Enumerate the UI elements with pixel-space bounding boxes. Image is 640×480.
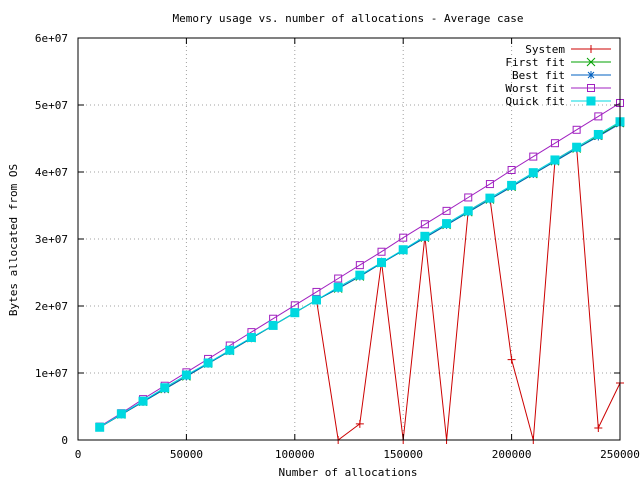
data-point — [377, 257, 387, 267]
series-layer — [95, 98, 625, 444]
legend-item: System — [525, 43, 611, 56]
data-point — [420, 231, 430, 241]
y-tick-label: 5e+07 — [35, 99, 68, 112]
data-point — [95, 422, 105, 432]
data-point — [507, 180, 517, 190]
data-point — [420, 220, 429, 229]
legend-label: Best fit — [512, 69, 565, 82]
x-tick-label: 250000 — [600, 448, 640, 461]
legend-marker — [587, 45, 595, 53]
legend-label: System — [525, 43, 565, 56]
data-point — [529, 152, 538, 161]
data-point — [507, 165, 516, 174]
data-point — [116, 409, 126, 419]
data-point — [594, 112, 603, 121]
legend-marker — [586, 57, 596, 67]
data-point — [311, 295, 321, 305]
data-point — [355, 261, 364, 270]
legend-item: Worst fit — [505, 82, 611, 95]
legend-item: First fit — [505, 56, 611, 69]
x-tick-label: 50000 — [170, 448, 203, 461]
legend-label: Quick fit — [505, 95, 565, 108]
data-point — [138, 396, 148, 406]
legend-item: Best fit — [512, 69, 611, 82]
legend-marker — [587, 84, 595, 92]
chart-title: Memory usage vs. number of allocations -… — [173, 12, 524, 25]
data-point — [463, 206, 473, 216]
data-point — [377, 247, 386, 256]
data-point — [333, 282, 343, 292]
data-point — [442, 219, 452, 229]
y-tick-label: 3e+07 — [35, 233, 68, 246]
data-point — [355, 270, 365, 280]
data-point — [593, 129, 603, 139]
series-system — [95, 143, 624, 444]
x-tick-label: 150000 — [383, 448, 423, 461]
x-tick-label: 100000 — [275, 448, 315, 461]
y-axis-label: Bytes allocated from OS — [7, 164, 20, 316]
data-point — [485, 180, 494, 189]
axis-ticks: 0 50000 100000 150000 200000 250000 0 1e+07 2e+0… — [35, 32, 640, 461]
legend-marker — [587, 71, 595, 79]
data-point — [572, 125, 581, 134]
x-tick-label: 0 — [75, 448, 82, 461]
data-point — [485, 193, 495, 203]
grid-lines — [78, 38, 620, 440]
legend-label: First fit — [505, 56, 565, 69]
data-point — [398, 245, 408, 255]
data-point — [442, 206, 451, 215]
y-tick-label: 0 — [61, 434, 68, 447]
y-tick-label: 2e+07 — [35, 300, 68, 313]
y-tick-label: 6e+07 — [35, 32, 68, 45]
data-point — [160, 383, 170, 393]
data-point — [594, 423, 603, 432]
data-point — [334, 274, 343, 283]
data-point — [290, 308, 300, 318]
data-point — [550, 139, 559, 148]
legend-item: Quick fit — [505, 95, 611, 108]
data-point — [355, 419, 364, 428]
data-point — [507, 355, 516, 364]
data-point — [464, 193, 473, 202]
series-worst-fit — [95, 98, 624, 431]
y-tick-label: 1e+07 — [35, 367, 68, 380]
data-point — [246, 332, 256, 342]
data-point — [528, 168, 538, 178]
legend-marker — [586, 96, 596, 106]
y-tick-label: 4e+07 — [35, 166, 68, 179]
x-tick-label: 200000 — [492, 448, 532, 461]
data-point — [203, 358, 213, 368]
data-point — [268, 320, 278, 330]
x-axis-label: Number of allocations — [278, 466, 417, 479]
data-point — [399, 233, 408, 242]
data-point — [181, 370, 191, 380]
data-point — [550, 155, 560, 165]
series-line — [99, 102, 621, 428]
data-point — [572, 142, 582, 152]
series-line — [99, 146, 621, 441]
series-quick-fit — [95, 117, 625, 432]
data-point — [225, 345, 235, 355]
legend-label: Worst fit — [505, 82, 565, 95]
data-point — [312, 287, 321, 296]
